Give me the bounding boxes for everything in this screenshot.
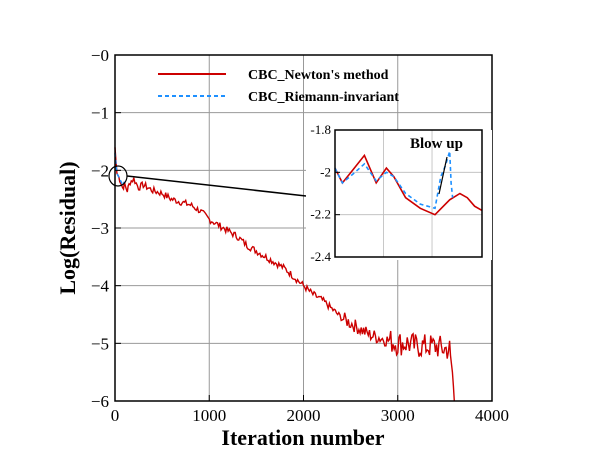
y-tick-label: −1 [91,104,109,123]
x-tick-label: 0 [111,406,120,425]
x-tick-label: 3000 [381,406,415,425]
inset-y-tick-label: -2.4 [310,249,331,264]
inset-series-group [334,150,483,216]
inset-y-tick-label: -1.8 [310,122,331,137]
inset-frame [334,129,483,258]
y-tick-label: −0 [91,46,109,65]
y-tick-label: −4 [91,277,110,296]
x-tick-label: 4000 [475,406,509,425]
legend-label-newton: CBC_Newton's method [248,68,389,83]
legend: CBC_Newton's method CBC_Riemann-invarian… [158,68,399,105]
y-tick-label: −3 [91,219,109,238]
inset-line-riemann [334,150,454,210]
y-axis-title: Log(Residual) [55,161,80,294]
inset-grid [335,130,482,257]
zoom-leader-line [126,175,307,197]
y-tick-label: −2 [91,161,109,180]
legend-label-riemann: CBC_Riemann-invariant [248,90,399,105]
inset-y-tick-label: -2 [320,164,331,179]
blow-up-annotation: Blow up [410,136,463,152]
x-tick-label: 2000 [287,406,321,425]
tick-group: 0 1000 2000 3000 4000 −0 −1 −2 −3 −4 −5 −6 [91,46,509,425]
inset-line-newton [334,153,483,216]
series-line-newton [114,147,455,402]
y-tick-label: −5 [91,334,109,353]
x-tick-label: 1000 [192,406,226,425]
x-axis-title: Iteration number [221,425,384,450]
inset-y-tick-label: -2.2 [310,207,331,222]
blow-up-arrow [438,156,448,195]
inset-panel: -1.8 -2 -2.2 -2.4 Blow up [306,122,492,264]
y-tick-label: −6 [91,392,109,411]
inset-tick-group: -1.8 -2 -2.2 -2.4 [310,122,340,264]
